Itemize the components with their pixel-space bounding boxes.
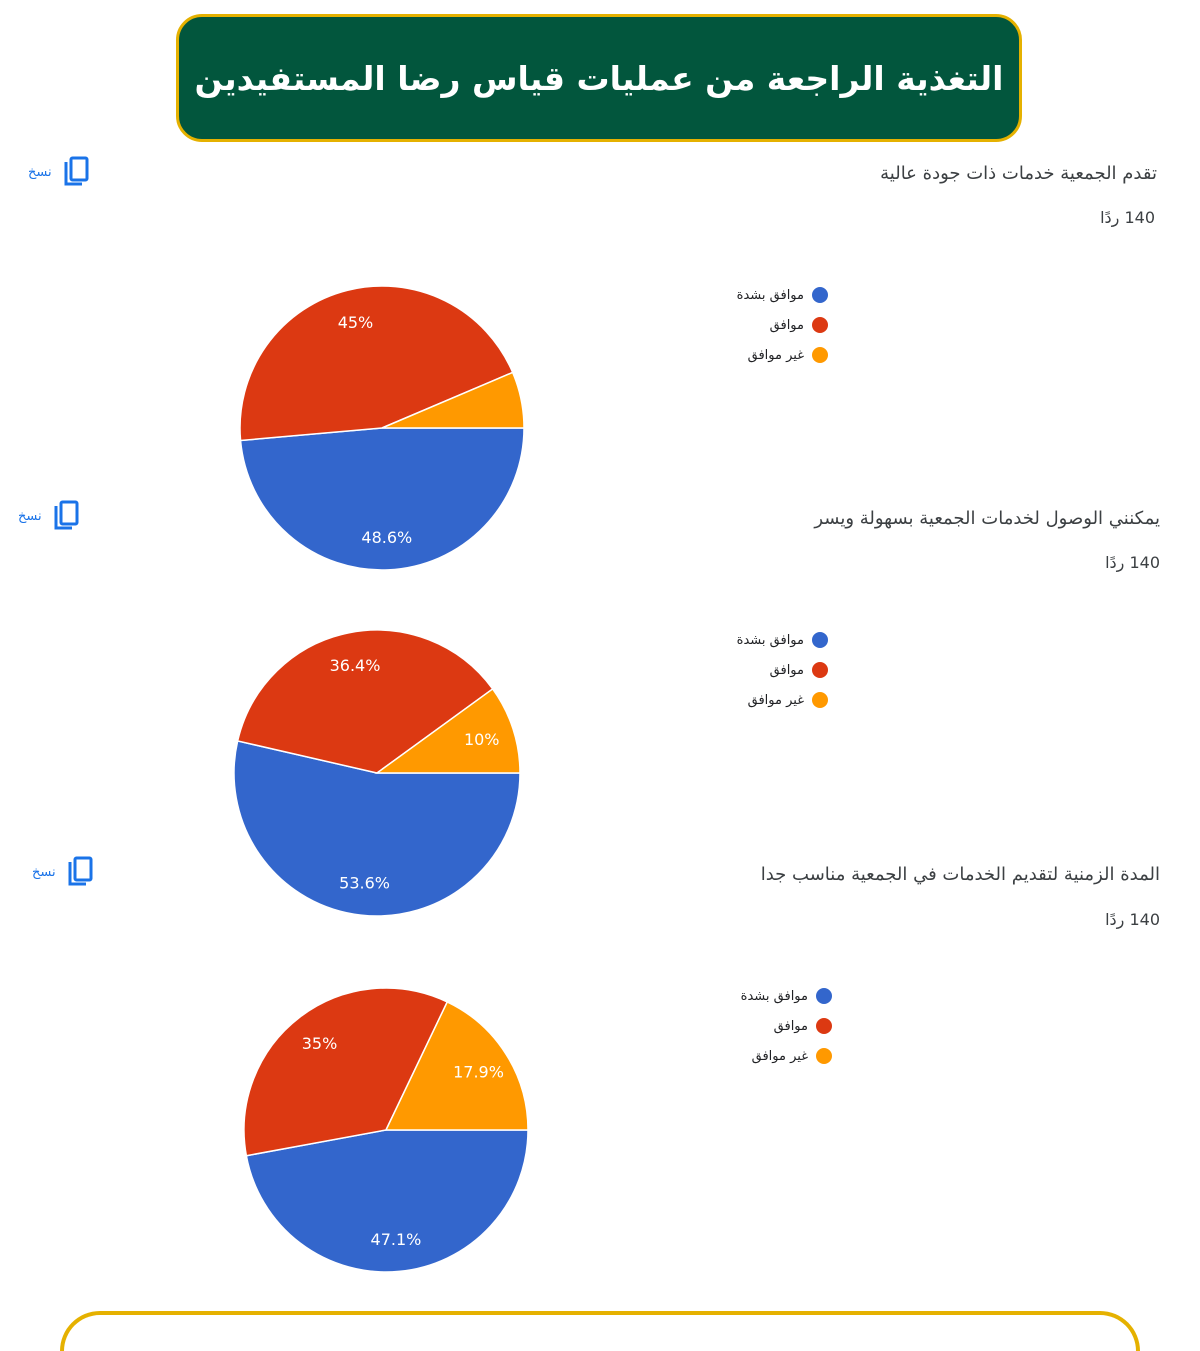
legend-3: موافق بشدة موافق غير موافق — [741, 981, 832, 1071]
copy-label: نسخ — [28, 164, 52, 180]
legend-dot — [812, 692, 828, 708]
copy-button-3[interactable]: نسخ — [32, 856, 94, 888]
copy-label: نسخ — [18, 508, 42, 524]
legend-dot — [816, 1048, 832, 1064]
pie-slice-label: 53.6% — [339, 873, 390, 892]
question-1-count: 140 ردًا — [1100, 208, 1155, 227]
pie-chart-3: 47.1% 35% 17.9% — [243, 987, 529, 1273]
pie-slice-label: 35% — [302, 1034, 338, 1053]
pie-slice — [381, 371, 525, 429]
legend-label: غير موافق — [747, 347, 804, 363]
copy-button-1[interactable]: نسخ — [28, 156, 90, 188]
pie-slice-label: 45% — [338, 313, 374, 332]
pie-slice-label: 36.4% — [330, 656, 381, 675]
pie-slice — [374, 687, 521, 774]
legend-dot — [816, 1018, 832, 1034]
legend-item-agree: موافق — [741, 1011, 832, 1041]
pie-chart-2: 53.6% 36.4% 10% — [233, 629, 521, 917]
pie-slice — [239, 427, 525, 571]
legend-label: غير موافق — [747, 692, 804, 708]
question-1-title: تقدم الجمعية خدمات ذات جودة عالية — [880, 163, 1157, 184]
legend-item-disagree: غير موافق — [737, 340, 828, 370]
pie-slice-label: 10% — [464, 730, 500, 749]
legend-label: موافق بشدة — [736, 287, 804, 303]
legend-label: موافق بشدة — [740, 988, 808, 1004]
legend-label: موافق بشدة — [736, 632, 804, 648]
legend-dot — [816, 988, 832, 1004]
question-3-count: 140 ردًا — [1105, 910, 1160, 929]
question-3-title: المدة الزمنية لتقديم الخدمات في الجمعية … — [760, 864, 1160, 885]
legend-dot — [812, 317, 828, 333]
legend-dot — [812, 662, 828, 678]
pie-slice — [236, 629, 494, 774]
pie-slice-label: 17.9% — [453, 1063, 504, 1082]
legend-dot — [812, 287, 828, 303]
pie-slice-label: 48.6% — [361, 528, 412, 547]
pie-slice — [243, 987, 449, 1157]
question-2-title: يمكنني الوصول لخدمات الجمعية بسهولة ويسر — [814, 508, 1160, 529]
legend-label: موافق — [773, 1018, 808, 1034]
pie-slice — [233, 740, 521, 917]
legend-dot — [812, 347, 828, 363]
copy-icon — [64, 156, 89, 186]
legend-dot — [812, 632, 828, 648]
copy-label: نسخ — [32, 864, 56, 880]
legend-item-agree: موافق — [737, 655, 828, 685]
copy-icon — [54, 500, 79, 530]
question-2-count: 140 ردًا — [1105, 553, 1160, 572]
legend-label: موافق — [769, 662, 804, 678]
legend-item-disagree: غير موافق — [741, 1041, 832, 1071]
page-title: التغذية الراجعة من عمليات قياس رضا المست… — [194, 58, 1004, 98]
legend-item-strongly-agree: موافق بشدة — [737, 280, 828, 310]
copy-icon — [68, 856, 93, 886]
legend-item-strongly-agree: موافق بشدة — [741, 981, 832, 1011]
pie-slice — [239, 285, 514, 442]
legend-item-disagree: غير موافق — [737, 685, 828, 715]
pie-chart-1: 48.6% 45% — [239, 285, 525, 571]
legend-1: موافق بشدة موافق غير موافق — [737, 280, 828, 370]
bottom-frame — [60, 1311, 1140, 1351]
legend-item-agree: موافق — [737, 310, 828, 340]
pie-slice — [384, 1000, 529, 1131]
legend-2: موافق بشدة موافق غير موافق — [737, 625, 828, 715]
legend-label: غير موافق — [751, 1048, 808, 1064]
header-banner: التغذية الراجعة من عمليات قياس رضا المست… — [176, 14, 1022, 142]
copy-button-2[interactable]: نسخ — [18, 500, 80, 532]
legend-item-strongly-agree: موافق بشدة — [737, 625, 828, 655]
pie-slice-label: 47.1% — [371, 1230, 422, 1249]
legend-label: موافق — [769, 317, 804, 333]
pie-slice — [245, 1129, 529, 1273]
